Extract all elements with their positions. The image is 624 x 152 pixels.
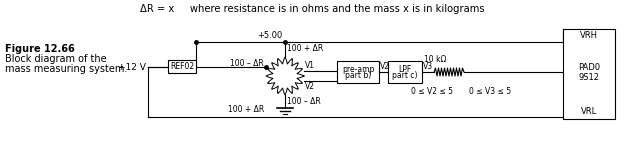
Text: 100 + ΔR: 100 + ΔR bbox=[287, 44, 323, 53]
Text: PAD0: PAD0 bbox=[578, 64, 600, 73]
Text: mass measuring system.: mass measuring system. bbox=[5, 64, 127, 74]
Bar bbox=[337, 61, 379, 83]
Text: ΔR = x     where resistance is in ohms and the mass x is in kilograms: ΔR = x where resistance is in ohms and t… bbox=[140, 4, 484, 14]
Text: V1: V1 bbox=[305, 61, 315, 70]
Text: V2: V2 bbox=[305, 82, 315, 91]
Text: part c): part c) bbox=[392, 71, 417, 80]
Text: pre-amp: pre-amp bbox=[342, 64, 374, 74]
Text: V2: V2 bbox=[380, 62, 390, 71]
Text: 0 ≤ V2 ≤ 5: 0 ≤ V2 ≤ 5 bbox=[411, 87, 453, 96]
Text: VRH: VRH bbox=[580, 31, 598, 40]
Text: 100 – ΔR: 100 – ΔR bbox=[287, 97, 321, 106]
Text: REF02: REF02 bbox=[170, 62, 194, 71]
Text: 10 kΩ: 10 kΩ bbox=[424, 55, 446, 64]
Text: Figure 12.66: Figure 12.66 bbox=[5, 44, 75, 54]
Text: +5.00: +5.00 bbox=[257, 31, 283, 40]
Text: VRL: VRL bbox=[581, 107, 597, 116]
Text: V3: V3 bbox=[423, 62, 433, 71]
Bar bbox=[168, 60, 196, 73]
Text: Block diagram of the: Block diagram of the bbox=[5, 54, 107, 64]
Bar bbox=[388, 61, 422, 83]
Text: part b): part b) bbox=[345, 71, 371, 80]
Text: +12 V: +12 V bbox=[118, 62, 146, 71]
Text: LPF: LPF bbox=[398, 64, 412, 74]
Bar bbox=[563, 29, 615, 119]
Polygon shape bbox=[266, 57, 304, 95]
Text: 0 ≤ V3 ≤ 5: 0 ≤ V3 ≤ 5 bbox=[469, 87, 511, 96]
Text: 100 – ΔR: 100 – ΔR bbox=[230, 59, 264, 68]
Text: 100 + ΔR: 100 + ΔR bbox=[228, 105, 264, 114]
Text: 9S12: 9S12 bbox=[578, 74, 600, 83]
